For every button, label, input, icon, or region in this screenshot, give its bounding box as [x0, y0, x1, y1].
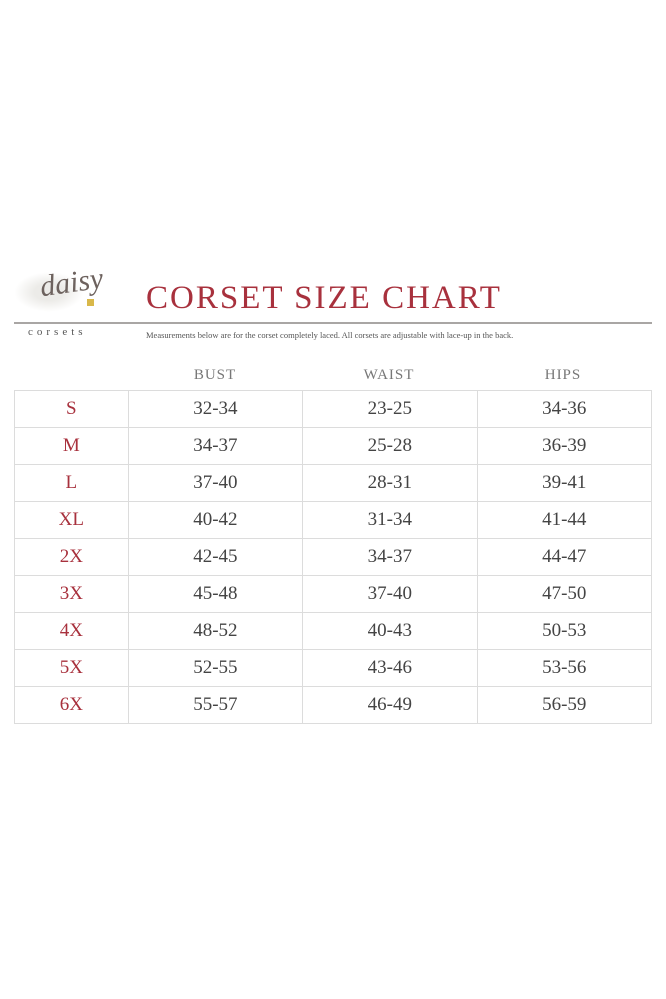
table-row: 5X 52-55 43-46 53-56	[14, 649, 653, 687]
cell-hips: 41-44	[476, 501, 653, 539]
cell-hips: 56-59	[476, 686, 653, 724]
cell-waist: 40-43	[302, 612, 478, 650]
flower-center-icon	[87, 299, 94, 306]
cell-bust: 32-34	[127, 390, 304, 428]
cell-size: 4X	[14, 612, 129, 650]
column-header-waist: WAIST	[363, 367, 415, 383]
cell-size: 2X	[14, 538, 129, 576]
cell-bust: 34-37	[127, 427, 304, 465]
size-table: S 32-34 23-25 34-36 M 34-37 25-28 36-39 L 37-40 28…	[14, 390, 653, 724]
cell-size: 5X	[14, 649, 129, 687]
cell-hips: 34-36	[476, 390, 653, 428]
cell-bust: 42-45	[127, 538, 304, 576]
cell-waist: 43-46	[302, 649, 478, 687]
cell-waist: 23-25	[302, 390, 478, 428]
page-title: CORSET SIZE CHART	[146, 280, 502, 316]
cell-size: XL	[14, 501, 129, 539]
logo-subtext: corsets	[28, 326, 87, 338]
cell-hips: 50-53	[476, 612, 653, 650]
cell-hips: 39-41	[476, 464, 653, 502]
column-header-bust: BUST	[193, 367, 237, 383]
cell-waist: 31-34	[302, 501, 478, 539]
cell-bust: 37-40	[127, 464, 304, 502]
cell-waist: 34-37	[302, 538, 478, 576]
column-header-hips: HIPS	[544, 367, 582, 383]
table-row: 2X 42-45 34-37 44-47	[14, 538, 653, 576]
table-row: 4X 48-52 40-43 50-53	[14, 612, 653, 650]
cell-bust: 48-52	[127, 612, 304, 650]
cell-size: L	[14, 464, 129, 502]
cell-hips: 36-39	[476, 427, 653, 465]
cell-bust: 40-42	[127, 501, 304, 539]
cell-waist: 25-28	[302, 427, 478, 465]
cell-bust: 55-57	[127, 686, 304, 724]
table-row: S 32-34 23-25 34-36	[14, 390, 653, 428]
table-row: M 34-37 25-28 36-39	[14, 427, 653, 465]
cell-hips: 53-56	[476, 649, 653, 687]
subtitle: Measurements below are for the corset co…	[146, 330, 514, 340]
cell-bust: 45-48	[127, 575, 304, 613]
cell-size: S	[14, 390, 129, 428]
cell-size: 3X	[14, 575, 129, 613]
cell-waist: 37-40	[302, 575, 478, 613]
brand-logo: daisy corsets	[10, 262, 140, 342]
logo-script: daisy	[37, 261, 106, 304]
divider	[14, 322, 652, 324]
cell-hips: 47-50	[476, 575, 653, 613]
table-row: L 37-40 28-31 39-41	[14, 464, 653, 502]
cell-size: 6X	[14, 686, 129, 724]
table-row: XL 40-42 31-34 41-44	[14, 501, 653, 539]
cell-waist: 28-31	[302, 464, 478, 502]
table-row: 6X 55-57 46-49 56-59	[14, 686, 653, 724]
cell-size: M	[14, 427, 129, 465]
table-row: 3X 45-48 37-40 47-50	[14, 575, 653, 613]
cell-waist: 46-49	[302, 686, 478, 724]
daisy-flower-icon	[14, 272, 84, 312]
cell-bust: 52-55	[127, 649, 304, 687]
cell-hips: 44-47	[476, 538, 653, 576]
